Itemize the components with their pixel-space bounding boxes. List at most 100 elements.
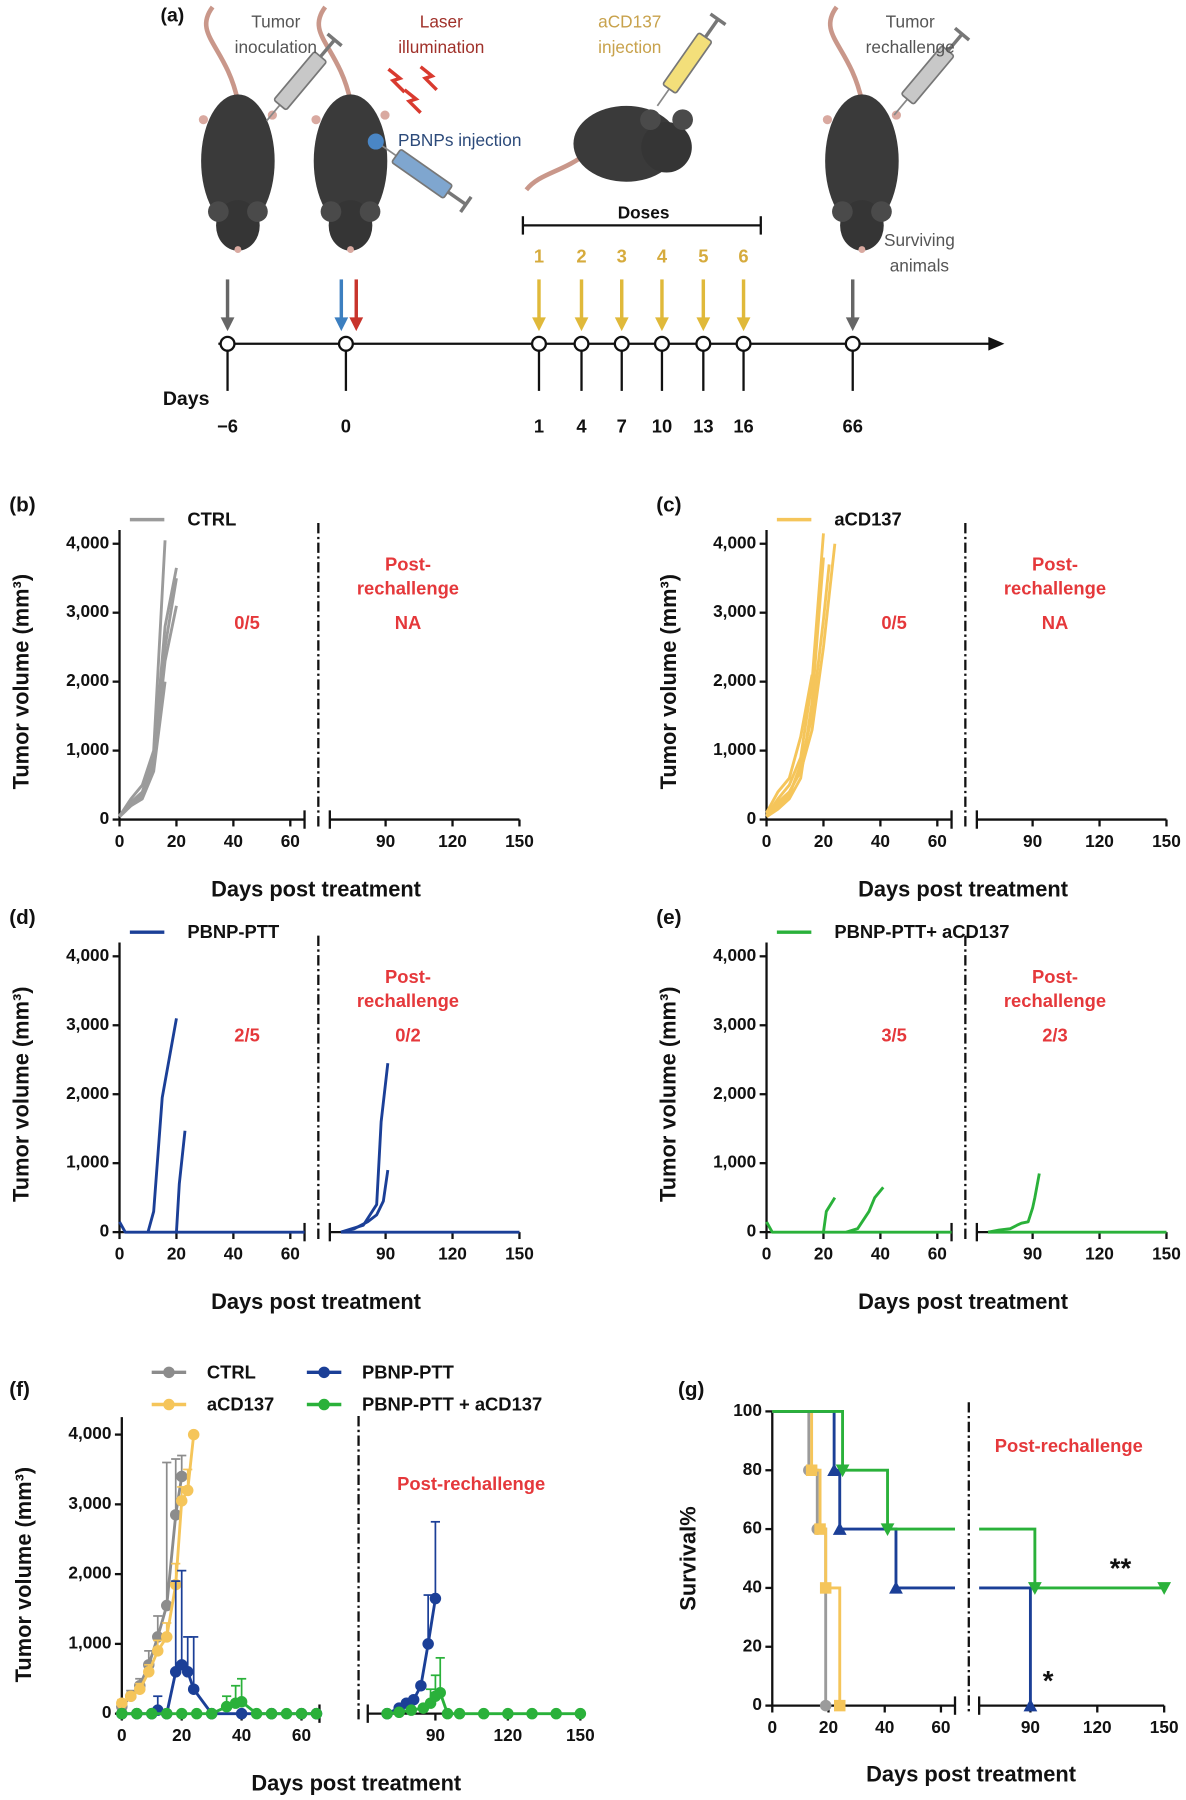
x-tick-label: 40 xyxy=(224,831,243,851)
dose-number: 1 xyxy=(534,245,544,266)
data-point xyxy=(160,1599,173,1612)
annotation: rechallenge xyxy=(1004,578,1106,599)
y-tick-label: 0 xyxy=(747,1221,757,1241)
syringe-plunger xyxy=(946,32,964,52)
annotation: NA xyxy=(395,612,422,633)
y-tick-label: 0 xyxy=(747,808,757,828)
dose-number: 4 xyxy=(657,245,668,266)
data-point xyxy=(175,1707,188,1720)
x-axis-label: Days post treatment xyxy=(866,1761,1076,1786)
data-point xyxy=(116,1697,128,1709)
y-tick-label: 4,000 xyxy=(713,945,756,965)
panel-label: (g) xyxy=(678,1378,704,1401)
data-point xyxy=(407,1693,420,1706)
mouse-ear xyxy=(208,201,229,222)
data-point xyxy=(205,1707,218,1720)
y-tick-label: 0 xyxy=(100,808,110,828)
x-tick-label: 120 xyxy=(1085,1244,1114,1264)
x-tick-label: 150 xyxy=(505,831,534,851)
label: inoculation xyxy=(235,37,317,57)
mouse-paw xyxy=(380,110,390,120)
x-tick-label: 40 xyxy=(871,831,890,851)
x-tick-label: 40 xyxy=(875,1717,894,1737)
annotation: 0/5 xyxy=(881,612,907,633)
x-axis-label: Days post treatment xyxy=(211,877,421,902)
mouse-ear xyxy=(359,201,381,222)
data-point xyxy=(835,1464,850,1478)
day-node xyxy=(219,335,236,352)
data-point xyxy=(550,1707,562,1720)
data-point xyxy=(814,1523,826,1535)
mouse-nose xyxy=(234,246,242,253)
data-point xyxy=(181,1484,194,1497)
arrow-head xyxy=(334,317,349,332)
data-point xyxy=(834,1699,846,1712)
annotation: Post-rechallenge xyxy=(397,1473,545,1494)
annotation: Post-rechallenge xyxy=(995,1435,1143,1456)
label: Tumor xyxy=(886,12,935,32)
y-tick-label: 2,000 xyxy=(68,1563,111,1583)
x-tick-label: 90 xyxy=(426,1725,445,1745)
syringe-barrel xyxy=(273,51,327,111)
series-line xyxy=(822,1196,837,1233)
data-point xyxy=(381,1707,393,1720)
timeline-head xyxy=(988,336,1005,351)
legend-label: PBNP-PTT+ aCD137 xyxy=(834,921,1009,942)
mouse-ear xyxy=(871,201,892,222)
data-point xyxy=(422,1638,434,1650)
day-node xyxy=(573,335,590,352)
mouse-ear xyxy=(320,201,342,222)
day-node xyxy=(735,335,752,352)
y-axis-label: Tumor volume (mm³) xyxy=(11,1467,36,1682)
annotation: 0/2 xyxy=(395,1025,421,1046)
data-point xyxy=(434,1686,446,1699)
injection-site xyxy=(367,133,384,150)
syringe-plunger xyxy=(704,18,720,39)
survival-line xyxy=(772,1409,956,1590)
syringe-icon xyxy=(893,26,971,116)
series-line xyxy=(118,605,178,818)
data-point xyxy=(190,1707,203,1720)
data-point xyxy=(805,1464,818,1476)
x-tick-label: 20 xyxy=(172,1725,191,1745)
arrow-head xyxy=(614,317,629,332)
data-point xyxy=(235,1707,248,1720)
survival-line xyxy=(772,1409,828,1706)
x-tick-label: 120 xyxy=(438,1244,467,1264)
x-tick-label: 60 xyxy=(931,1717,950,1737)
label: Laser xyxy=(420,12,463,32)
legend-label: CTRL xyxy=(207,1361,256,1382)
data-point xyxy=(310,1707,323,1720)
data-point xyxy=(134,1683,146,1695)
mouse-head xyxy=(641,121,692,173)
x-tick-label: 0 xyxy=(767,1717,777,1737)
arrow-head xyxy=(532,317,546,332)
y-tick-label: 2,000 xyxy=(713,1083,756,1103)
annotation: rechallenge xyxy=(1004,990,1106,1011)
dose-number: 3 xyxy=(617,245,627,266)
data-point xyxy=(574,1707,587,1720)
syringe-plunger xyxy=(446,190,467,206)
data-point xyxy=(187,1683,200,1695)
annotation: ** xyxy=(1110,1552,1132,1583)
syringe-needle xyxy=(656,88,670,107)
x-tick-label: 0 xyxy=(117,1725,127,1745)
series-line xyxy=(765,674,814,814)
mouse-paw xyxy=(822,115,833,125)
mouse-icon xyxy=(311,5,390,253)
label: illumination xyxy=(398,37,484,57)
label: rechallenge xyxy=(866,37,955,57)
series-line xyxy=(118,1221,305,1234)
day-label: 4 xyxy=(576,416,587,437)
data-point xyxy=(160,1707,173,1720)
laser-bolt xyxy=(403,88,422,114)
day-label: 7 xyxy=(617,416,627,437)
annotation: 2/5 xyxy=(234,1025,260,1046)
x-tick-label: 120 xyxy=(1085,831,1114,851)
data-point xyxy=(827,1463,842,1476)
x-tick-label: 60 xyxy=(928,1244,947,1264)
mouse-icon xyxy=(822,5,901,253)
syringe-grip xyxy=(709,12,727,26)
